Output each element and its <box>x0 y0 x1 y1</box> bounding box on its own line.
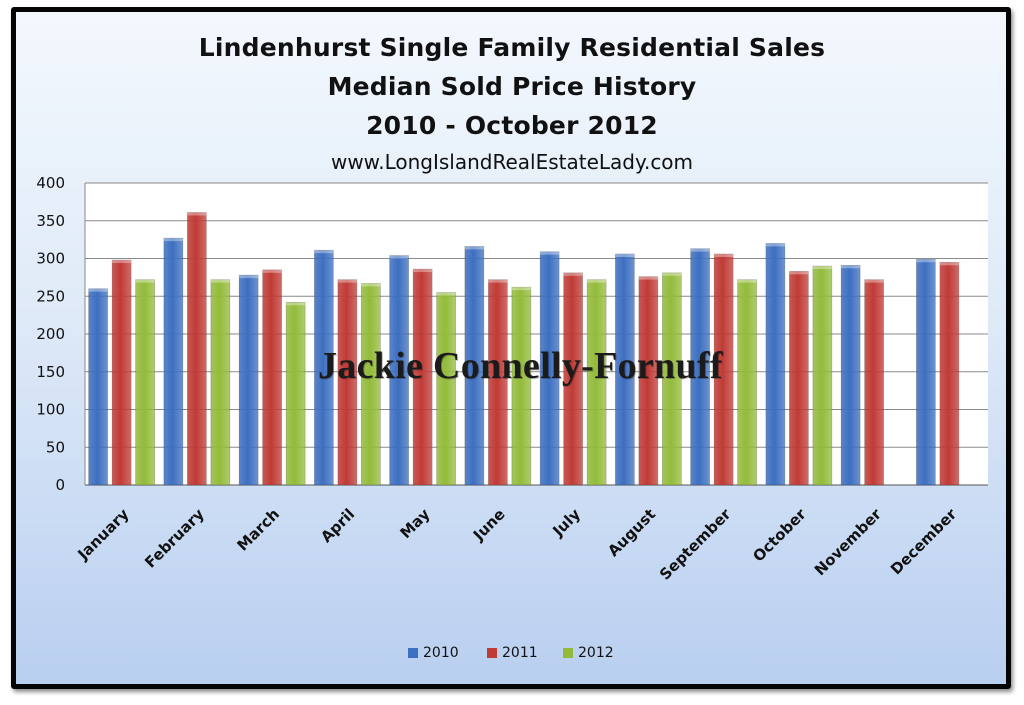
x-tick-label-november: November <box>811 505 885 579</box>
bar-2010-october <box>765 243 786 486</box>
legend-item-2011: 2011 <box>487 645 538 661</box>
bar-2012-april <box>361 283 381 486</box>
bar-2010-may <box>389 255 409 486</box>
bar-2011-february <box>187 212 207 486</box>
bar-2012-may <box>436 292 456 486</box>
x-tick-label-december: December <box>887 505 961 579</box>
chart-subtitle-url: www.LongIslandRealEstateLady.com <box>330 150 694 174</box>
legend-swatch-2010 <box>408 648 418 658</box>
bar-2011-december <box>939 261 960 486</box>
bar-2010-november <box>840 264 861 486</box>
bar-2010-july <box>539 251 560 486</box>
y-tick-label: 400 <box>36 174 65 192</box>
bar-2011-april <box>337 279 358 486</box>
x-tick-label-april: April <box>317 505 358 546</box>
bar-2011-may <box>412 268 433 486</box>
legend-label-2011: 2011 <box>502 645 538 661</box>
y-tick-label: 0 <box>55 476 65 494</box>
legend-swatch-2011 <box>487 648 497 658</box>
x-tick-label-october: October <box>749 505 810 566</box>
bar-2010-december <box>916 258 936 486</box>
bar-2010-january <box>88 288 108 486</box>
chart-title-line-2: Median Sold Price History <box>327 72 697 101</box>
y-tick-label: 300 <box>36 250 65 268</box>
bar-2012-march <box>285 301 306 486</box>
bar-2010-august <box>615 253 635 486</box>
bar-2010-march <box>238 274 259 486</box>
x-tick-label-august: August <box>604 505 659 560</box>
bar-2011-november <box>864 279 884 486</box>
watermark-text: Jackie Connelly-Fornuff <box>318 345 723 387</box>
bar-2010-february <box>163 237 184 486</box>
y-tick-label: 350 <box>36 212 65 230</box>
legend-item-2012: 2012 <box>563 645 614 661</box>
bar-2010-june <box>464 246 485 486</box>
bar-2010-april <box>314 249 334 486</box>
chart-title-line-3: 2010 - October 2012 <box>366 111 658 140</box>
chart-title-line-1: Lindenhurst Single Family Residential Sa… <box>198 33 826 62</box>
bar-2012-january <box>135 279 155 486</box>
bar-2012-august <box>662 272 682 486</box>
bar-2012-july <box>586 279 607 486</box>
y-tick-label: 200 <box>36 325 65 343</box>
bar-2011-june <box>488 279 508 486</box>
x-tick-label-march: March <box>233 505 283 555</box>
x-tick-label-january: January <box>74 505 133 564</box>
x-tick-label-june: June <box>469 505 509 545</box>
x-tick-label-february: February <box>141 505 208 572</box>
x-tick-label-september: September <box>656 505 735 584</box>
bar-2012-september <box>737 279 757 486</box>
bar-2011-august <box>638 276 659 486</box>
y-tick-label: 50 <box>46 438 65 456</box>
legend-label-2012: 2012 <box>578 645 614 661</box>
y-tick-label: 250 <box>36 287 65 305</box>
legend-label-2010: 2010 <box>423 645 459 661</box>
bar-2012-october <box>812 265 833 486</box>
bar-2011-march <box>262 269 282 486</box>
y-tick-label: 150 <box>36 363 65 381</box>
x-tick-label-may: May <box>396 505 433 542</box>
bar-2010-september <box>690 248 710 486</box>
bar-2011-october <box>789 271 809 486</box>
legend-swatch-2012 <box>563 648 573 658</box>
legend-item-2010: 2010 <box>408 645 459 661</box>
bar-2011-september <box>713 253 734 486</box>
bar-2012-february <box>210 279 231 486</box>
bar-2012-june <box>511 286 532 486</box>
y-tick-label: 100 <box>36 401 65 419</box>
x-tick-label-july: July <box>548 505 584 541</box>
bar-2011-january <box>111 259 132 486</box>
bar-2011-july <box>563 272 583 486</box>
